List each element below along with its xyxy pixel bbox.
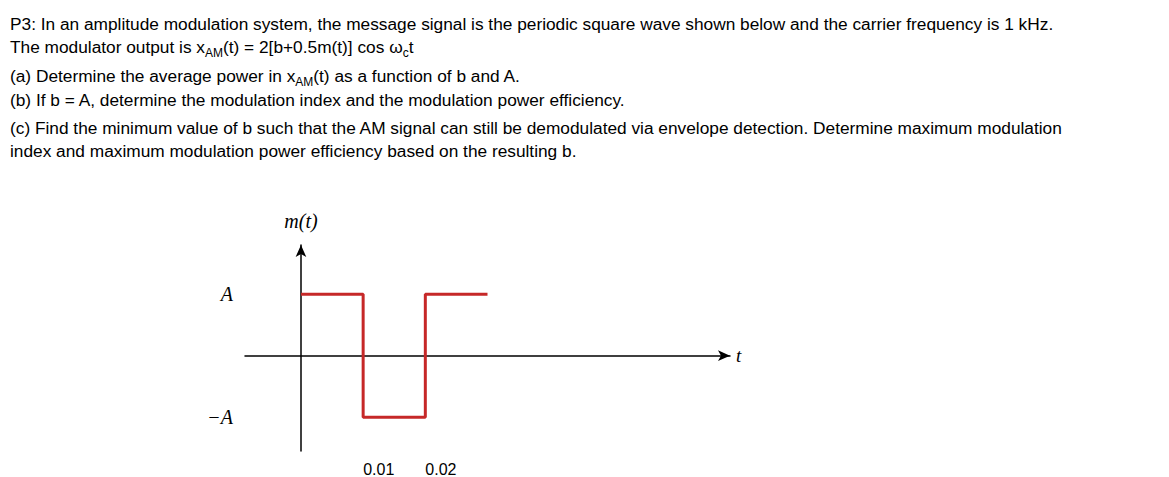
html-text:P3: In an amplitude modulation: P3: In an amplitude modulation system, t…: [10, 14, 1054, 34]
html-text:(a) Determine the average powe: (a) Determine the average power in xAM(t…: [10, 66, 520, 89]
svg-text:m(t): m(t): [284, 210, 318, 233]
svg-text:0.02: 0.02: [425, 461, 456, 477]
html-text:The modulator output is xAM(t): The modulator output is xAM(t) = 2[b+0.5…: [10, 37, 414, 60]
html-text:(c) Find the minimum value of: (c) Find the minimum value of b such tha…: [10, 118, 1062, 138]
svg-text:0.01: 0.01: [363, 461, 394, 477]
svg-text:t: t: [736, 345, 742, 366]
svg-text:−A: −A: [207, 406, 233, 428]
html-text:index and maximum modulation p: index and maximum modulation power effic…: [10, 141, 577, 161]
html-text:(b) If b = A, determine the mo: (b) If b = A, determine the modulation i…: [10, 90, 625, 110]
svg-text:A: A: [219, 283, 234, 305]
